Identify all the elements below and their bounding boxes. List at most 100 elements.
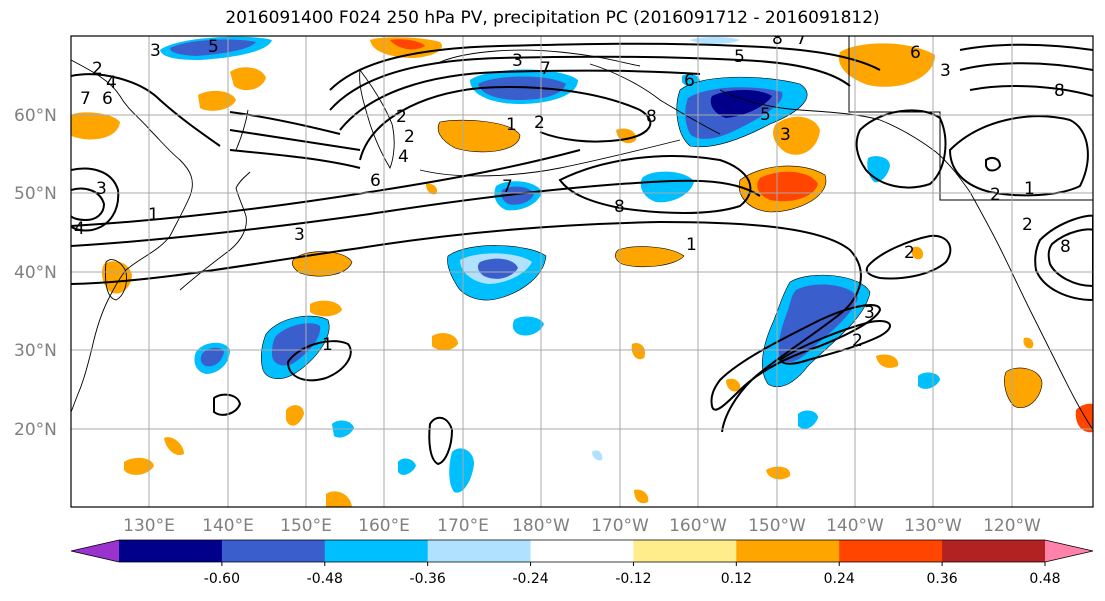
pv-contour <box>71 187 106 222</box>
contour-label: 8 <box>1054 81 1065 101</box>
lon-tick-label: 160°E <box>358 516 410 536</box>
colorbar-tick-label: -0.48 <box>307 571 343 587</box>
pv-contour <box>329 42 881 91</box>
precip-blob <box>326 491 352 507</box>
precip-blob <box>478 76 566 100</box>
lat-tick-label: 50°N <box>14 184 57 204</box>
precip-blob <box>230 67 266 91</box>
precip-blob <box>773 116 820 155</box>
pv-contour <box>428 416 454 466</box>
precip-blob <box>124 457 154 475</box>
colorbar-tick-label: 0.24 <box>824 571 855 587</box>
lat-tick-label: 30°N <box>14 341 57 361</box>
pv-contour <box>1047 228 1093 288</box>
contour-label: 2 <box>534 113 545 133</box>
contour-label: 3 <box>294 225 305 245</box>
contour-label: 3 <box>150 41 161 61</box>
precip-blob <box>710 90 772 118</box>
precip-outline <box>762 274 871 388</box>
colorbar-segment <box>221 540 326 562</box>
precip-blob <box>432 333 458 351</box>
pv-contour <box>710 304 882 411</box>
contour-label: 7 <box>540 59 551 79</box>
pv-contour <box>71 73 221 147</box>
precip-blob <box>272 323 321 366</box>
colorbar-extend-min <box>71 540 119 562</box>
colorbar-segment <box>530 540 634 562</box>
precip-blob <box>640 171 694 203</box>
lat-tick-label: 60°N <box>14 106 57 126</box>
colorbar-segment <box>324 540 429 562</box>
pv-contour <box>1034 214 1093 302</box>
precip-blob <box>1075 403 1093 433</box>
colorbar-segment <box>839 540 943 562</box>
precip-blob <box>477 258 518 279</box>
lat-tick-label: 20°N <box>14 420 57 440</box>
contour-label: 5 <box>760 105 771 125</box>
map-area: 3 5 2 4 6 7 3 4 1 2 2 4 3 6 7 8 5 7 8 6 … <box>71 36 1093 507</box>
colorbar-tick-label: -0.12 <box>615 571 651 587</box>
contour-label: 8 <box>646 107 657 127</box>
lat-axis: 60°N 50°N 40°N 30°N 20°N <box>14 106 57 440</box>
precip-blob <box>766 466 791 480</box>
pv-contour <box>339 69 701 131</box>
lon-tick-label: 160°W <box>669 516 727 536</box>
lon-tick-label: 140°W <box>826 516 884 536</box>
pv-contour <box>71 167 120 232</box>
contour-label: 1 <box>148 205 159 225</box>
contour-label: 6 <box>370 171 381 191</box>
contour-label: 2 <box>990 185 1001 205</box>
colorbar-tick-label: -0.36 <box>410 571 446 587</box>
contour-label: 5 <box>734 47 745 67</box>
contour-label: 7 <box>502 177 513 197</box>
precip-outline <box>676 76 808 148</box>
precip-blob <box>286 405 304 426</box>
precip-blob <box>512 316 544 336</box>
lon-tick-label: 180°W <box>512 516 570 536</box>
precip-blob <box>631 342 646 360</box>
precip-blob <box>170 39 256 56</box>
pv-contour <box>213 393 242 416</box>
region-box <box>848 36 1093 201</box>
lon-tick-label: 170°E <box>437 516 489 536</box>
contour-label: 2 <box>852 331 863 351</box>
contour-label: 2 <box>1022 215 1033 235</box>
colorbar: -0.60 -0.48 -0.36 -0.24 -0.12 0.12 0.24 0.36 0.4… <box>70 539 1094 587</box>
precip-blob <box>690 37 740 44</box>
colorbar-extend-max <box>1045 540 1093 562</box>
contour-label: 2 <box>92 59 103 79</box>
precip-blob <box>918 372 940 389</box>
colorbar-tick-label: -0.24 <box>512 571 548 587</box>
precip-blob <box>634 489 649 504</box>
contour-label: 8 <box>614 197 625 217</box>
pv-contour <box>359 85 652 161</box>
colorbar-outline <box>70 539 1094 563</box>
precip-blob <box>757 171 818 202</box>
pv-contour <box>865 234 952 280</box>
colorbar-tick-label: -0.60 <box>204 571 240 587</box>
precip-blob <box>164 437 184 456</box>
precip-blob <box>71 112 120 140</box>
contour-label: 4 <box>106 73 117 93</box>
contour-label: 3 <box>512 51 523 71</box>
colorbar-segment <box>942 540 1046 562</box>
pv-contour <box>558 155 752 214</box>
pv-contour <box>286 340 352 382</box>
pv-contour <box>855 109 947 189</box>
coastline-arctic <box>439 49 641 67</box>
colorbar-tick-label: 0.12 <box>721 571 752 587</box>
pv-contour <box>985 157 1002 172</box>
contour-label: 2 <box>404 127 415 147</box>
precip-blob <box>911 246 924 260</box>
contour-label: 1 <box>1024 179 1035 199</box>
contour-label: 5 <box>208 37 219 57</box>
contour-label: 3 <box>940 61 951 81</box>
contour-label: 2 <box>904 243 915 263</box>
contour-label: 6 <box>910 43 921 63</box>
colorbar-segment <box>119 540 223 562</box>
precip-blob <box>200 347 224 367</box>
contour-label: 1 <box>686 235 697 255</box>
pv-contour <box>71 179 761 247</box>
precip-blob <box>726 378 741 392</box>
